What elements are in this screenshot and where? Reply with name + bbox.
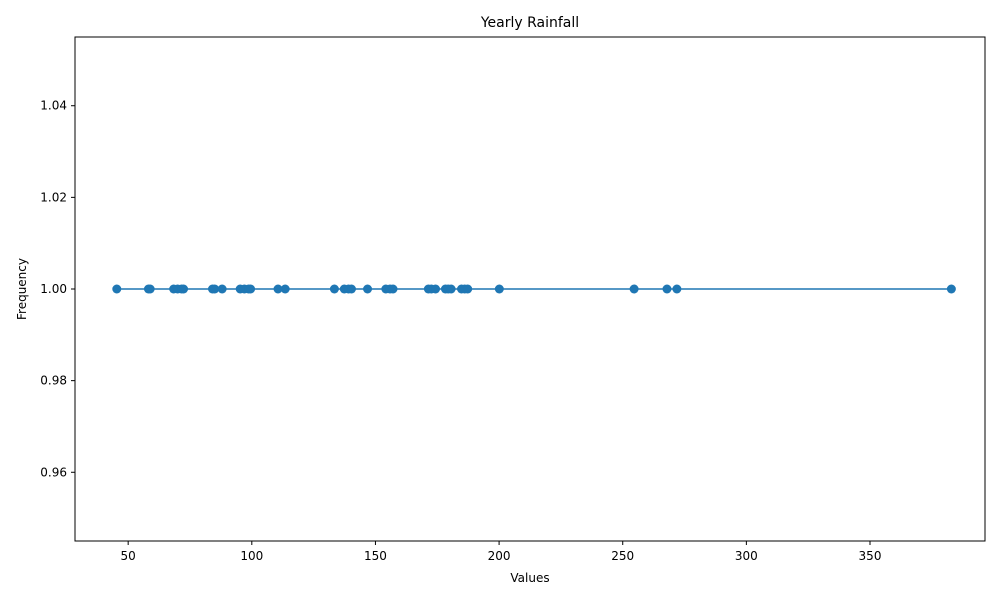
data-point — [446, 284, 456, 294]
data-point — [145, 284, 155, 294]
data-point — [179, 284, 189, 294]
x-tick-label: 300 — [735, 549, 758, 563]
data-point — [946, 284, 956, 294]
data-point — [280, 284, 290, 294]
data-point — [346, 284, 356, 294]
x-tick-label: 100 — [240, 549, 263, 563]
data-point — [246, 284, 256, 294]
y-tick-label: 1.04 — [40, 99, 67, 113]
x-tick-label: 350 — [859, 549, 882, 563]
data-point — [329, 284, 339, 294]
data-point — [672, 284, 682, 294]
x-tick-label: 50 — [121, 549, 136, 563]
data-point — [463, 284, 473, 294]
data-point — [363, 284, 373, 294]
x-axis-label: Values — [510, 571, 549, 585]
y-axis-label: Frequency — [15, 258, 29, 320]
x-tick-label: 150 — [364, 549, 387, 563]
y-tick-label: 0.98 — [40, 374, 67, 388]
data-point — [273, 284, 283, 294]
data-point — [112, 284, 122, 294]
data-point — [210, 284, 220, 294]
plot-area — [112, 284, 956, 294]
x-tick-label: 200 — [488, 549, 511, 563]
data-point — [494, 284, 504, 294]
chart-title: Yearly Rainfall — [480, 15, 579, 31]
data-point — [217, 284, 227, 294]
data-point — [431, 284, 441, 294]
data-point — [388, 284, 398, 294]
data-point — [629, 284, 639, 294]
y-tick-label: 1.02 — [40, 190, 67, 204]
y-tick-label: 1.00 — [40, 282, 67, 296]
x-tick-label: 250 — [611, 549, 634, 563]
x-axis: 50 100 150 200 250 300 350 — [121, 541, 882, 563]
y-tick-label: 0.96 — [40, 465, 67, 479]
data-point — [662, 284, 672, 294]
y-axis: 0.96 0.98 1.00 1.02 1.04 — [40, 99, 75, 479]
